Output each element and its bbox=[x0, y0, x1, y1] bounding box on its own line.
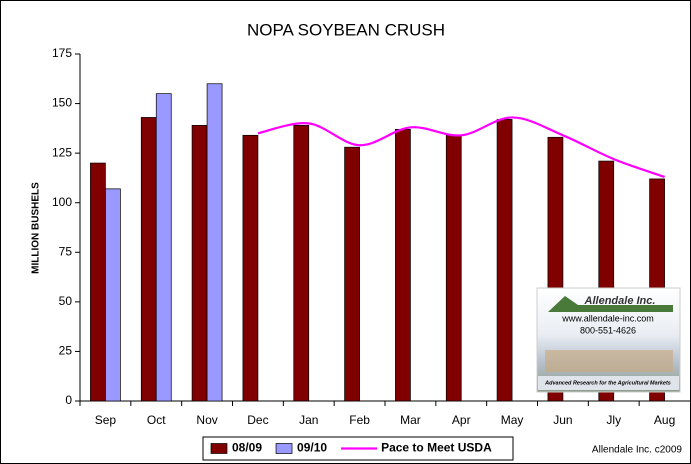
x-tick-label: Dec bbox=[247, 413, 268, 427]
y-tick-label: 50 bbox=[59, 294, 73, 308]
x-tick-label: Jun bbox=[553, 413, 572, 427]
y-tick-label: 175 bbox=[52, 46, 72, 60]
x-tick-label: Jly bbox=[606, 413, 621, 427]
bar bbox=[294, 125, 309, 401]
x-tick-label: Feb bbox=[349, 413, 370, 427]
bar bbox=[207, 84, 222, 401]
legend-label: Pace to Meet USDA bbox=[381, 441, 492, 455]
y-tick-label: 125 bbox=[52, 145, 72, 159]
x-tick-label: Aug bbox=[654, 413, 675, 427]
logo: Allendale Inc. www.allendale-inc.com 800… bbox=[537, 288, 680, 392]
logo-tagline: Advanced Research for the Agricultural M… bbox=[544, 380, 671, 386]
bar bbox=[243, 135, 258, 401]
bar bbox=[90, 163, 105, 401]
logo-scene bbox=[545, 350, 673, 372]
logo-name: Allendale Inc. bbox=[584, 295, 656, 307]
credit: Allendale Inc. c2009 bbox=[592, 445, 683, 456]
y-tick-label: 100 bbox=[52, 195, 72, 209]
x-tick-label: Sep bbox=[95, 413, 117, 427]
bar bbox=[497, 119, 512, 401]
logo-phone: 800-551-4626 bbox=[580, 325, 636, 335]
bar bbox=[395, 129, 410, 401]
bar bbox=[446, 135, 461, 401]
x-tick-label: Mar bbox=[400, 413, 421, 427]
bar bbox=[156, 94, 171, 401]
y-axis-label: MILLION BUSHELS bbox=[31, 182, 42, 274]
x-tick-label: Apr bbox=[452, 413, 471, 427]
legend-swatch bbox=[276, 444, 292, 454]
legend-label: 08/09 bbox=[232, 441, 262, 455]
y-tick-label: 150 bbox=[52, 96, 72, 110]
x-tick-label: Nov bbox=[196, 413, 217, 427]
bar bbox=[345, 147, 360, 401]
x-tick-label: May bbox=[501, 413, 524, 427]
bar bbox=[105, 189, 120, 401]
chart-title: NOPA SOYBEAN CRUSH bbox=[247, 20, 445, 39]
legend-label: 09/10 bbox=[297, 441, 327, 455]
y-tick-label: 25 bbox=[59, 344, 73, 358]
bar bbox=[141, 117, 156, 401]
legend-swatch bbox=[211, 444, 227, 454]
x-tick-label: Jan bbox=[299, 413, 318, 427]
logo-url: www.allendale-inc.com bbox=[561, 313, 654, 323]
bar bbox=[192, 125, 207, 401]
x-tick-label: Oct bbox=[147, 413, 166, 427]
chart: NOPA SOYBEAN CRUSH MILLION BUSHELS Allen… bbox=[0, 0, 691, 464]
y-tick-label: 0 bbox=[65, 393, 72, 407]
y-tick-label: 75 bbox=[59, 244, 73, 258]
legend: 08/09 09/10 Pace to Meet USDA bbox=[203, 437, 513, 460]
